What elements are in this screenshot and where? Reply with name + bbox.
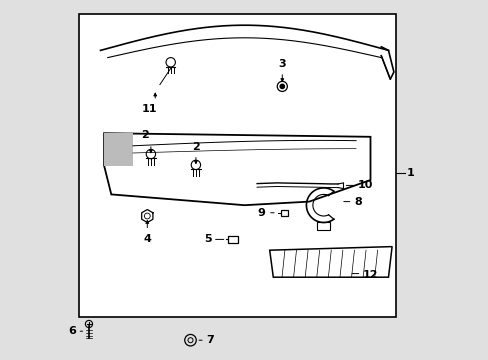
Text: 8: 8 xyxy=(354,197,362,207)
Text: 12: 12 xyxy=(362,270,377,280)
Text: 4: 4 xyxy=(143,234,151,244)
Bar xyxy=(79,14,395,317)
Polygon shape xyxy=(269,247,391,277)
Text: 2: 2 xyxy=(142,130,149,140)
Text: 5: 5 xyxy=(203,234,211,244)
Polygon shape xyxy=(104,133,133,166)
Bar xyxy=(317,222,329,230)
Text: 1: 1 xyxy=(406,168,413,178)
Bar xyxy=(228,236,238,243)
Text: 7: 7 xyxy=(206,335,214,345)
Text: 10: 10 xyxy=(357,180,372,190)
Bar xyxy=(280,210,288,216)
Polygon shape xyxy=(104,133,370,205)
Text: 3: 3 xyxy=(278,59,285,69)
Text: 2: 2 xyxy=(192,142,200,152)
Text: 9: 9 xyxy=(257,208,265,218)
Circle shape xyxy=(280,84,284,89)
Text: 6: 6 xyxy=(68,326,76,336)
Text: 11: 11 xyxy=(141,104,157,114)
